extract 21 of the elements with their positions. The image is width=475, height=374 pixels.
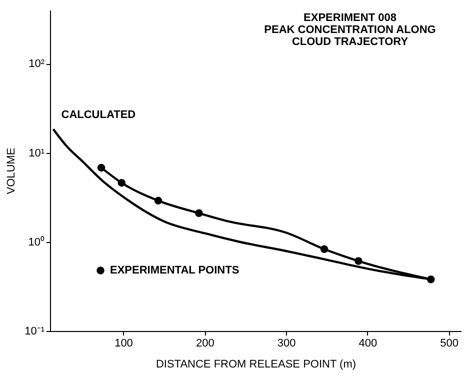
point: [427, 275, 435, 284]
x-tick-label: 300: [277, 338, 296, 350]
x-tick-label: 400: [358, 338, 378, 350]
y-tick-label: 10⁰: [28, 235, 44, 248]
point: [195, 209, 203, 218]
x-tick-label: 100: [114, 338, 133, 350]
point: [154, 196, 162, 205]
x-axis-title: DISTANCE FROM RELEASE POINT (m): [156, 358, 356, 370]
y-tick-label: 10¹: [28, 147, 45, 160]
point: [118, 178, 126, 187]
y-axis-title: VOLUME: [6, 148, 18, 194]
x-tick-label: 200: [196, 338, 214, 350]
text: EXPERIMENT 008 PEAK CONCENTRATION ALONG CLOUD TRAJECTORY: [264, 12, 436, 48]
y-tick-label: 10²: [28, 58, 45, 70]
y-tick-label: 10⁻¹: [24, 326, 45, 338]
point: [97, 164, 106, 172]
legend-label: EXPERIMENTAL POINTS: [110, 264, 240, 276]
point: [354, 257, 362, 265]
x-tick-label: 500: [440, 338, 458, 350]
point: [320, 245, 328, 253]
series-label: CALCULATED: [61, 109, 136, 122]
